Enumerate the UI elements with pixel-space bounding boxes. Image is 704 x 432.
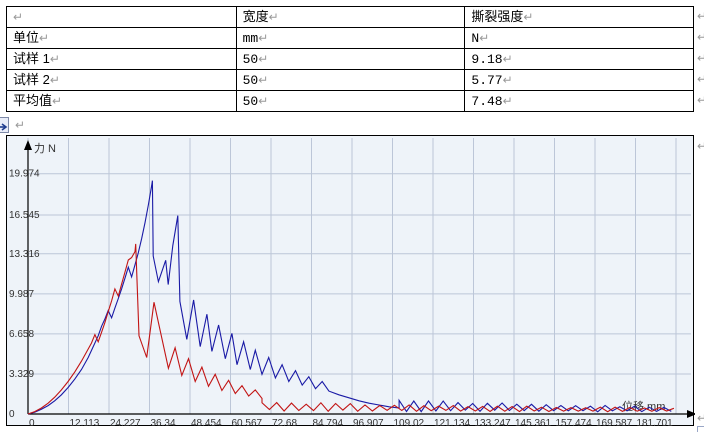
svg-text:0: 0	[9, 409, 15, 420]
svg-text:109.02: 109.02	[394, 418, 425, 427]
svg-text:24.227: 24.227	[110, 418, 141, 427]
svg-text:36.34: 36.34	[151, 418, 176, 427]
svg-text:力 N: 力 N	[34, 142, 56, 155]
svg-text:145.361: 145.361	[515, 418, 552, 427]
svg-text:48.454: 48.454	[191, 418, 222, 427]
svg-text:121.134: 121.134	[434, 418, 471, 427]
svg-text:169.587: 169.587	[596, 418, 633, 427]
svg-text:19.974: 19.974	[9, 169, 40, 180]
svg-text:9.987: 9.987	[9, 289, 34, 300]
svg-text:3.329: 3.329	[9, 369, 34, 380]
svg-text:72.68: 72.68	[272, 418, 297, 427]
svg-text:13.316: 13.316	[9, 249, 40, 260]
svg-text:157.474: 157.474	[556, 418, 593, 427]
svg-text:84.794: 84.794	[313, 418, 344, 427]
svg-text:181.701: 181.701	[637, 418, 674, 427]
svg-text:133.247: 133.247	[475, 418, 512, 427]
svg-text:96.907: 96.907	[353, 418, 384, 427]
svg-text:0: 0	[29, 418, 35, 427]
svg-text:12.113: 12.113	[70, 418, 100, 427]
svg-text:16.545: 16.545	[9, 210, 40, 221]
svg-text:6.658: 6.658	[9, 329, 34, 340]
svg-text:60.567: 60.567	[232, 418, 263, 427]
